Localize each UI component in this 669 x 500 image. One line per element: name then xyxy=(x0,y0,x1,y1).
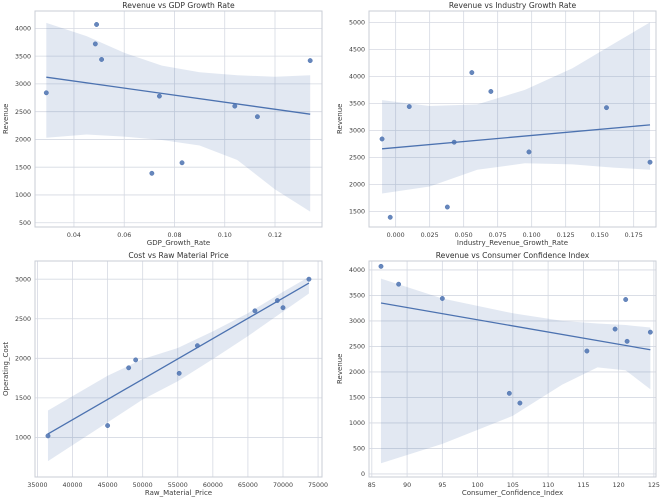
svg-text:105: 105 xyxy=(507,482,519,489)
svg-text:35000: 35000 xyxy=(27,482,47,489)
svg-text:0.175: 0.175 xyxy=(625,232,643,239)
chart-revenue-vs-gdp-growth-rate: 0.04 0.06 0.08 0.10 0.12 500 1000 1500 2000 2500 3… xyxy=(0,0,334,250)
x-axis-label: Industry_Revenue_Growth_Rate xyxy=(456,239,569,247)
x-axis-label: Consumer_Confidence_Index xyxy=(461,489,564,497)
svg-text:115: 115 xyxy=(577,482,589,489)
svg-text:3500: 3500 xyxy=(15,53,31,60)
svg-text:3000: 3000 xyxy=(15,81,31,88)
revenue-vs-industry-plot-area: 0.000 0.025 0.050 0.075 0.100 0.125 0.150 0.175… xyxy=(349,10,657,239)
svg-text:1000: 1000 xyxy=(15,435,31,442)
svg-text:50000: 50000 xyxy=(133,482,153,489)
svg-text:55000: 55000 xyxy=(168,482,188,489)
svg-text:0.050: 0.050 xyxy=(455,232,473,239)
svg-text:90: 90 xyxy=(403,482,411,489)
chart-title: Revenue vs Consumer Confidence Index xyxy=(435,251,590,260)
chart-cost-vs-raw-material-price: 35000 40000 45000 50000 55000 60000 65000 70000… xyxy=(0,250,334,500)
svg-text:0.125: 0.125 xyxy=(557,232,575,239)
svg-text:0.075: 0.075 xyxy=(489,232,507,239)
svg-text:0.150: 0.150 xyxy=(591,232,609,239)
svg-text:1000: 1000 xyxy=(15,192,31,199)
svg-text:70000: 70000 xyxy=(273,482,293,489)
y-axis-label: Revenue xyxy=(336,103,344,135)
svg-text:2500: 2500 xyxy=(15,316,31,323)
svg-text:1500: 1500 xyxy=(15,395,31,402)
chart-revenue-vs-consumer-confidence: 85 90 95 100 105 110 115 120 125 0 500 1000 1500 2000… xyxy=(334,250,669,500)
svg-text:3000: 3000 xyxy=(15,276,31,283)
chart-title: Cost vs Raw Material Price xyxy=(128,251,229,260)
svg-text:95: 95 xyxy=(438,482,446,489)
chart-title: Revenue vs GDP Growth Rate xyxy=(122,1,235,10)
svg-text:1500: 1500 xyxy=(15,164,31,171)
svg-text:85: 85 xyxy=(368,482,376,489)
svg-text:0.025: 0.025 xyxy=(421,232,439,239)
svg-text:5000: 5000 xyxy=(349,20,365,27)
svg-text:2500: 2500 xyxy=(349,155,365,162)
svg-text:3000: 3000 xyxy=(349,318,365,325)
chart-title: Revenue vs Industry Growth Rate xyxy=(448,1,577,10)
svg-text:125: 125 xyxy=(648,482,660,489)
svg-text:3500: 3500 xyxy=(349,101,365,108)
svg-text:4000: 4000 xyxy=(15,26,31,33)
svg-text:1500: 1500 xyxy=(349,395,365,402)
svg-text:2000: 2000 xyxy=(15,137,31,144)
svg-text:0.06: 0.06 xyxy=(117,232,131,239)
svg-text:2500: 2500 xyxy=(349,344,365,351)
cost-vs-raw-material-plot-area: 35000 40000 45000 50000 55000 60000 65000 70000… xyxy=(15,260,328,489)
svg-text:4500: 4500 xyxy=(349,47,365,54)
svg-text:4000: 4000 xyxy=(349,74,365,81)
svg-text:40000: 40000 xyxy=(63,482,83,489)
y-axis-label: Operating_Cost xyxy=(2,341,10,397)
svg-text:45000: 45000 xyxy=(98,482,118,489)
svg-text:2000: 2000 xyxy=(15,356,31,363)
svg-text:500: 500 xyxy=(19,220,31,227)
svg-text:100: 100 xyxy=(472,482,484,489)
revenue-vs-confidence-plot-area: 85 90 95 100 105 110 115 120 125 0 500 1000 1500 2000… xyxy=(349,260,660,489)
svg-text:500: 500 xyxy=(353,446,365,453)
svg-text:2500: 2500 xyxy=(15,109,31,116)
svg-text:60000: 60000 xyxy=(203,482,223,489)
svg-text:2000: 2000 xyxy=(349,182,365,189)
y-axis-label: Revenue xyxy=(2,103,10,135)
svg-text:0: 0 xyxy=(361,471,365,478)
svg-text:0.12: 0.12 xyxy=(268,232,282,239)
svg-text:3000: 3000 xyxy=(349,128,365,135)
svg-text:120: 120 xyxy=(613,482,625,489)
svg-text:0.10: 0.10 xyxy=(218,232,232,239)
y-axis-label: Revenue xyxy=(336,353,344,385)
svg-text:0.000: 0.000 xyxy=(387,232,405,239)
revenue-vs-gdp-plot-area: 0.04 0.06 0.08 0.10 0.12 500 1000 1500 2000 2500 3… xyxy=(15,10,323,239)
x-axis-label: Raw_Material_Price xyxy=(144,489,213,497)
x-axis-label: GDP_Growth_Rate xyxy=(146,239,211,247)
svg-text:1000: 1000 xyxy=(349,420,365,427)
svg-text:0.100: 0.100 xyxy=(523,232,541,239)
svg-text:0.04: 0.04 xyxy=(67,232,81,239)
svg-text:3500: 3500 xyxy=(349,293,365,300)
svg-text:2000: 2000 xyxy=(349,369,365,376)
svg-text:75000: 75000 xyxy=(308,482,328,489)
svg-text:65000: 65000 xyxy=(238,482,258,489)
svg-text:4000: 4000 xyxy=(349,267,365,274)
svg-text:0.08: 0.08 xyxy=(167,232,181,239)
svg-text:110: 110 xyxy=(542,482,554,489)
svg-text:1500: 1500 xyxy=(349,209,365,216)
chart-revenue-vs-industry-growth-rate: 0.000 0.025 0.050 0.075 0.100 0.125 0.150 0.175… xyxy=(334,0,669,250)
